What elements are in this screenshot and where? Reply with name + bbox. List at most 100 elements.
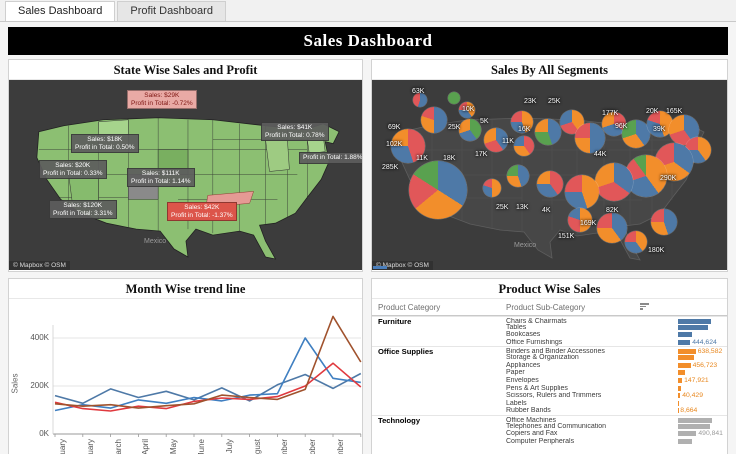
col-header-product-category[interactable]: Product Category (378, 303, 441, 312)
sales-bar[interactable] (678, 400, 680, 406)
sales-value-label: 638,582 (697, 348, 723, 356)
col-header-product-subcategory[interactable]: Product Sub-Category (506, 303, 586, 312)
trend-line-brown[interactable] (54, 315, 362, 409)
pie-value-label: 290K (660, 175, 677, 182)
sales-bar[interactable] (678, 362, 691, 368)
pie-mark[interactable] (575, 123, 605, 153)
map-annotation: Sales: $120K Profit in Total: 3.31% (49, 200, 117, 219)
segment-map[interactable]: 63K 10K 5K 25K 23K 25K 177K 20K 165K 69K 16K 96K 39K… (372, 80, 727, 270)
sales-bar[interactable] (678, 378, 683, 384)
pie-mark[interactable] (511, 111, 533, 133)
sales-bar[interactable] (678, 431, 697, 437)
pie-mark[interactable] (507, 165, 529, 187)
sales-bar[interactable] (678, 319, 711, 324)
pie-value-label: 44K (594, 151, 607, 158)
tab-sales-dashboard[interactable]: Sales Dashboard (5, 1, 116, 21)
pie-mark[interactable] (413, 93, 427, 107)
map-annotation: Sales: $18K Profit in Total: 0.50% (71, 134, 139, 153)
sales-bar[interactable] (678, 332, 693, 338)
pie-mark[interactable] (459, 102, 475, 118)
state-map[interactable]: Sales: $29K Profit in Total: -0.72% Sales:… (9, 80, 362, 270)
pie-mark[interactable] (391, 129, 425, 163)
table-row[interactable]: Office Furnishings 444,624 (372, 339, 727, 347)
table-row[interactable]: Furniture Chairs & Chairmats (372, 316, 727, 326)
table-row[interactable]: Copiers and Fax 490,841 (372, 430, 727, 438)
sales-bar[interactable] (678, 393, 681, 399)
pie-value-label: 39K (653, 126, 666, 133)
table-row[interactable]: Bookcases (372, 331, 727, 339)
sort-icon[interactable] (640, 303, 650, 311)
table-row[interactable]: Telephones and Communication (372, 422, 727, 430)
pie-mark[interactable] (622, 120, 650, 148)
pie-mark[interactable] (565, 175, 599, 209)
map-label-mexico: Mexico (514, 242, 537, 249)
pie-value-label: 82K (606, 207, 619, 214)
subcategory-label: Tables (506, 323, 527, 331)
sales-bar[interactable] (678, 370, 686, 376)
sales-bar-cell: 456,723 (678, 362, 727, 369)
sales-bar[interactable] (678, 417, 712, 423)
sales-bar[interactable] (678, 385, 681, 391)
table-row[interactable]: Paper (372, 369, 727, 377)
pie-mark[interactable] (595, 163, 633, 201)
trend-line-chart[interactable]: Sales 0K200K400KJanuaryFebruaryMarchApri… (9, 299, 362, 454)
sales-bar[interactable] (678, 423, 710, 429)
pie-mark[interactable] (647, 111, 673, 137)
pie-mark[interactable] (537, 171, 563, 197)
scrollbar-thumb[interactable] (373, 266, 387, 269)
table-row[interactable]: Labels (372, 400, 727, 408)
table-row[interactable]: Office Supplies Binders and Binder Access… (372, 346, 727, 357)
pie-mark[interactable] (421, 107, 447, 133)
table-row[interactable]: Tables (372, 324, 727, 332)
tab-profit-dashboard[interactable]: Profit Dashboard (117, 1, 226, 21)
sales-bar[interactable] (678, 340, 691, 346)
pie-value-label: 20K (646, 108, 659, 115)
pie-mark[interactable] (597, 213, 627, 243)
table-row[interactable]: Appliances 456,723 (372, 362, 727, 370)
sales-bar-cell (678, 400, 727, 406)
pie-mark[interactable] (484, 128, 508, 152)
pie-mark[interactable] (651, 209, 677, 235)
sales-bar-cell (678, 423, 727, 429)
table-row[interactable]: Computer Peripherals (372, 438, 727, 446)
product-table-title: Product Wise Sales (372, 279, 727, 299)
pie-mark[interactable] (459, 119, 481, 141)
table-row[interactable]: Envelopes 147,921 (372, 377, 727, 385)
map-annotation: Sales: $29K Profit in Total: -0.72% (127, 90, 197, 109)
sales-bar[interactable] (678, 355, 695, 361)
pie-mark[interactable] (568, 208, 592, 232)
table-row[interactable]: Scissors, Rulers and Trimmers 40,429 (372, 392, 727, 400)
pie-value-label: 63K (412, 88, 425, 95)
table-row[interactable]: Pens & Art Supplies (372, 384, 727, 392)
x-axis-label: September (280, 439, 289, 454)
trend-line-red[interactable] (54, 362, 362, 412)
pie-value-label: 177K (602, 110, 619, 117)
table-row[interactable]: Technology Office Machines (372, 414, 727, 425)
map-attribution[interactable]: © Mapbox © OSM (9, 261, 70, 270)
table-row[interactable]: Rubber Bands 8,664 (372, 407, 727, 415)
table-row[interactable]: Storage & Organization (372, 354, 727, 362)
pie-mark[interactable] (535, 119, 561, 145)
pie-value-label: 180K (648, 247, 665, 254)
x-axis-label: August (252, 439, 262, 454)
pie-value-label: 10K (462, 106, 475, 113)
sales-bar-cell (678, 332, 727, 338)
sales-bar[interactable] (678, 324, 708, 330)
sales-value-label: 8,664 (680, 407, 698, 415)
pie-mark[interactable] (448, 92, 460, 104)
sales-bar-cell (678, 355, 727, 361)
y-axis-tick-label: 0K (39, 429, 49, 438)
dashboard-title-banner: Sales Dashboard (8, 27, 728, 55)
category-label: Office Supplies (378, 347, 434, 357)
pie-mark[interactable] (514, 136, 534, 156)
trend-plot-area[interactable] (9, 299, 363, 454)
pie-value-label: 17K (475, 151, 488, 158)
sales-bar[interactable] (678, 349, 696, 355)
map-attribution[interactable]: © Mapbox © OSM (372, 261, 433, 270)
pie-mark[interactable] (625, 231, 647, 253)
subcategory-label: Chairs & Chairmats (506, 318, 567, 325)
pie-mark[interactable] (409, 161, 467, 219)
pie-mark[interactable] (483, 179, 501, 197)
sales-bar[interactable] (678, 438, 692, 444)
map-annotation: Profit in Total: 1.88% (299, 152, 362, 164)
